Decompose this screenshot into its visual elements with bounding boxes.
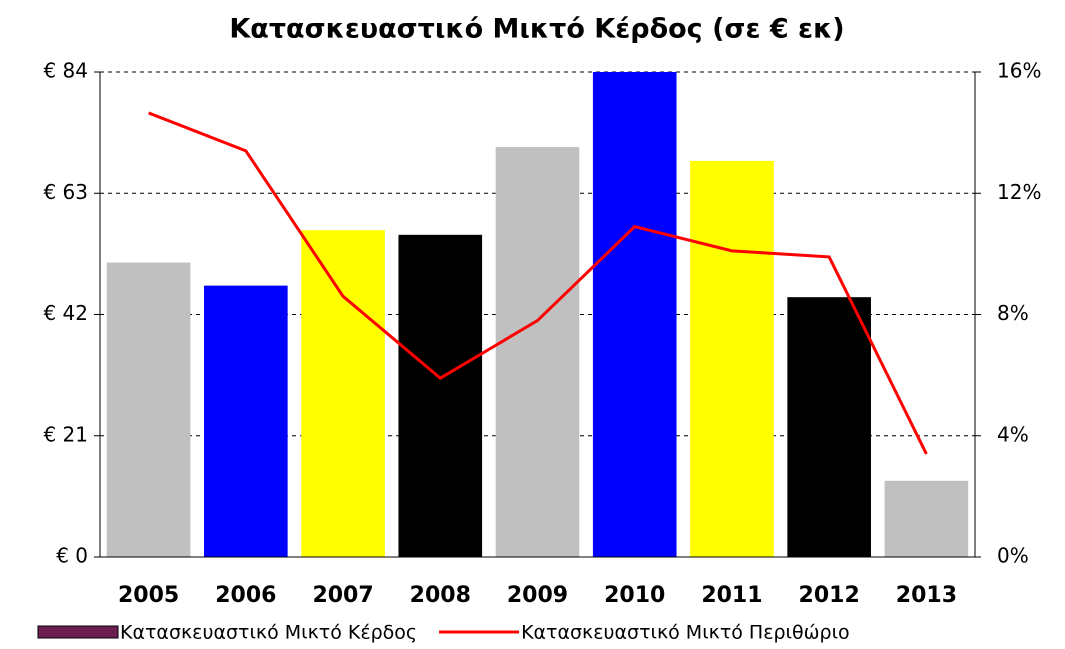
y2-tick-label: 0% [997,544,1029,568]
bar [495,147,580,558]
x-tick-label: 2008 [410,583,471,608]
legend-label: Κατασκευαστικό Μικτό Περιθώριο [521,622,850,644]
x-tick-label: 2011 [701,583,762,608]
y2-tick-label: 12% [997,180,1041,204]
y2-tick-label: 4% [997,422,1029,446]
x-tick-label: 2006 [215,583,276,608]
legend-swatch [37,625,119,639]
x-tick-label: 2010 [604,583,665,608]
x-tick-label: 2005 [118,583,179,608]
x-tick-label: 2009 [507,583,568,608]
y-tick-label: € 42 [43,301,88,325]
y-tick-label: € 0 [56,544,88,568]
bar [398,234,483,558]
x-tick-label: 2007 [312,583,373,608]
chart-title: Κατασκευαστικό Μικτό Κέρδος (σε € εκ) [229,14,844,45]
bar [301,230,385,557]
bar [204,285,288,557]
bar [884,480,969,557]
x-tick-label: 2013 [896,583,957,608]
y-tick-label: € 84 [43,59,88,83]
bar [592,72,677,557]
x-tick-label: 2012 [799,583,860,608]
bar [690,160,774,557]
y2-tick-label: 16% [997,59,1041,83]
bar [106,262,191,557]
line [148,111,928,455]
y2-tick-label: 8% [997,301,1029,325]
y-tick-label: € 63 [43,180,88,204]
bar [787,297,871,557]
y-tick-label: € 21 [43,422,88,446]
legend-label: Κατασκευαστικό Μικτό Κέρδος [120,622,417,644]
